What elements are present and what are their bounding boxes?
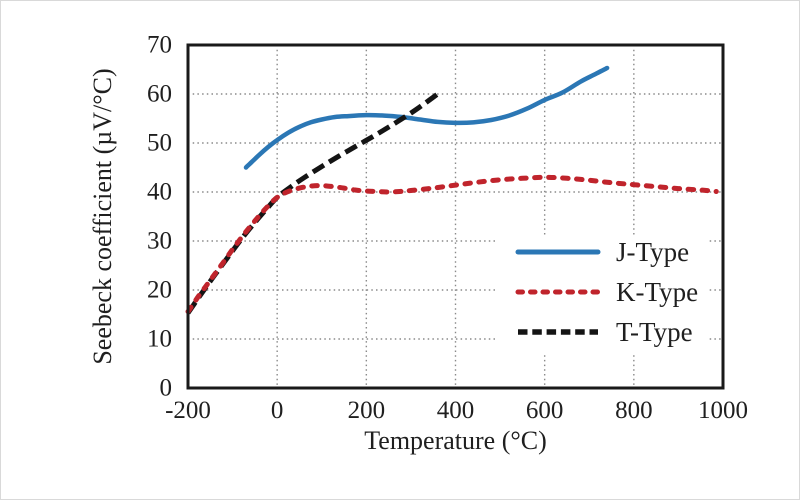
legend-label-j-type: J-Type xyxy=(616,237,689,267)
y-tick-label: 20 xyxy=(147,277,172,304)
x-tick-label: 0 xyxy=(271,397,284,424)
x-tick-label: 1000 xyxy=(698,397,748,424)
y-axis-title: Seebeck coefficient (µV/°C) xyxy=(88,68,117,364)
y-tick-label: 10 xyxy=(147,326,172,353)
x-tick-label: 200 xyxy=(348,397,386,424)
legend-label-t-type: T-Type xyxy=(616,317,693,347)
y-tick-label: 40 xyxy=(147,179,172,206)
y-tick-label: 30 xyxy=(147,228,172,255)
y-tick-label: 0 xyxy=(160,375,173,402)
y-tick-label: 60 xyxy=(147,81,172,108)
x-tick-labels: -200 0 200 400 600 800 1000 xyxy=(165,397,748,424)
y-tick-label: 70 xyxy=(147,32,172,59)
legend-label-k-type: K-Type xyxy=(616,277,698,307)
x-tick-label: 600 xyxy=(526,397,564,424)
x-tick-label: 400 xyxy=(437,397,475,424)
series-t-type xyxy=(185,91,440,315)
plot-border xyxy=(186,43,725,390)
y-tick-labels: 0 10 20 30 40 50 60 70 xyxy=(147,32,172,402)
x-axis-title: Temperature (°C) xyxy=(364,426,547,455)
series-k-type xyxy=(185,174,719,315)
series-j-type xyxy=(243,65,610,170)
legend: J-Type K-Type T-Type xyxy=(515,237,698,347)
y-tick-label: 50 xyxy=(147,130,172,157)
x-tick-label: 800 xyxy=(615,397,653,424)
legend-background xyxy=(495,237,708,354)
x-tick-label: -200 xyxy=(165,397,211,424)
